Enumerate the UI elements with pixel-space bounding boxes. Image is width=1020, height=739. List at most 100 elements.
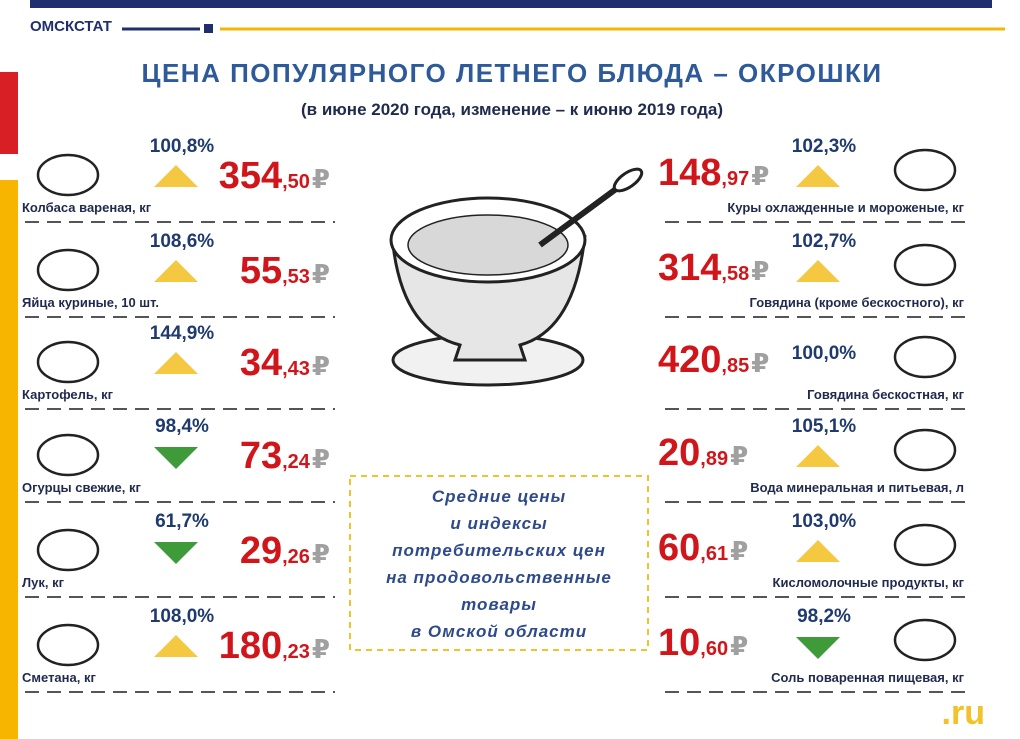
item-icon — [893, 428, 957, 472]
price-fraction: ,50 — [282, 171, 310, 193]
price-fraction: ,97 — [721, 168, 749, 190]
trend-up — [796, 260, 840, 282]
currency: ₽ — [312, 164, 330, 194]
item-index: 100,8% — [150, 136, 215, 157]
item-icon — [36, 153, 100, 197]
trend-up — [796, 540, 840, 562]
item-name: Куры охлажденные и мороженые, кг — [727, 200, 964, 215]
title: ЦЕНА ПОПУЛЯРНОГО ЛЕТНЕГО БЛЮДА – ОКРОШКИ — [141, 58, 882, 88]
price-main: 314 — [658, 247, 721, 289]
currency: ₽ — [730, 631, 748, 661]
item-icon — [36, 623, 100, 667]
currency: ₽ — [312, 539, 330, 569]
trend-up — [154, 635, 198, 657]
trend-down — [154, 447, 198, 469]
item-name: Картофель, кг — [22, 387, 114, 402]
currency: ₽ — [312, 634, 330, 664]
item-name: Соль поваренная пищевая, кг — [771, 670, 964, 685]
price: 148,97₽ — [658, 152, 769, 194]
item-icon — [36, 433, 100, 477]
item-index: 98,4% — [155, 416, 209, 437]
price: 354,50₽ — [219, 155, 330, 197]
trend-down — [154, 542, 198, 564]
price-fraction: ,89 — [700, 448, 728, 470]
item-icon — [893, 618, 957, 662]
item-icon — [893, 243, 957, 287]
price-main: 34 — [240, 342, 282, 384]
price-fraction: ,26 — [282, 546, 310, 568]
currency: ₽ — [312, 351, 330, 381]
note-box — [349, 475, 649, 651]
price-fraction: ,85 — [721, 355, 749, 377]
price-main: 180 — [219, 625, 282, 667]
price-fraction: ,61 — [700, 543, 728, 565]
side-bar-yellow — [0, 180, 18, 739]
item-icon — [36, 528, 100, 572]
price-main: 73 — [240, 435, 282, 477]
price: 20,89₽ — [658, 432, 748, 474]
price-main: 20 — [658, 432, 700, 474]
item-icon — [893, 523, 957, 567]
currency: ₽ — [312, 444, 330, 474]
item-name: Колбаса вареная, кг — [22, 200, 152, 215]
item-icon — [36, 340, 100, 384]
price: 10,60₽ — [658, 622, 748, 664]
price-fraction: ,60 — [700, 638, 728, 660]
item-index: 108,6% — [150, 231, 215, 252]
item-name: Огурцы свежие, кг — [22, 480, 142, 495]
item-icon — [893, 335, 957, 379]
item-name: Говядина бескостная, кг — [807, 387, 964, 402]
currency: ₽ — [751, 256, 769, 286]
price-main: 55 — [240, 250, 282, 292]
item-name: Кисломолочные продукты, кг — [773, 575, 965, 590]
price-main: 420 — [658, 339, 721, 381]
subtitle: (в июне 2020 года, изменение – к июню 20… — [301, 100, 723, 119]
trend-up — [154, 165, 198, 187]
price-main: 60 — [658, 527, 700, 569]
item-name: Яйца куриные, 10 шт. — [22, 295, 159, 310]
item-index: 100,0% — [792, 343, 857, 364]
item-index: 105,1% — [792, 416, 857, 437]
item-name: Сметана, кг — [22, 670, 96, 685]
price: 314,58₽ — [658, 247, 769, 289]
note-line: Средние цены — [432, 487, 566, 506]
currency: ₽ — [751, 161, 769, 191]
note-line: и индексы — [450, 514, 547, 533]
note-line: потребительских цен — [392, 541, 606, 560]
price: 29,26₽ — [240, 530, 330, 572]
currency: ₽ — [312, 259, 330, 289]
currency: ₽ — [730, 536, 748, 566]
item-index: 102,3% — [792, 136, 857, 157]
item-index: 61,7% — [155, 511, 209, 532]
item-index: 108,0% — [150, 606, 215, 627]
price: 55,53₽ — [240, 250, 330, 292]
top-bar — [30, 0, 992, 8]
note-line: на продовольственные — [386, 568, 612, 587]
item-index: 144,9% — [150, 323, 215, 344]
item-icon — [36, 248, 100, 292]
side-bar-red — [0, 72, 18, 154]
note-line: в Омской области — [411, 622, 587, 641]
currency: ₽ — [751, 348, 769, 378]
item-name: Говядина (кроме бескостного), кг — [750, 295, 965, 310]
price: 180,23₽ — [219, 625, 330, 667]
price: 34,43₽ — [240, 342, 330, 384]
currency: ₽ — [730, 441, 748, 471]
trend-up — [154, 260, 198, 282]
item-index: 102,7% — [792, 231, 857, 252]
item-name: Лук, кг — [22, 575, 65, 590]
trend-up — [796, 165, 840, 187]
price-fraction: ,23 — [282, 641, 310, 663]
price: 60,61₽ — [658, 527, 748, 569]
price-fraction: ,58 — [721, 263, 749, 285]
note-line: товары — [461, 595, 537, 614]
price-main: 29 — [240, 530, 282, 572]
soup-bowl — [389, 167, 644, 387]
watermark: .ru — [942, 694, 985, 732]
trend-up — [154, 352, 198, 374]
price: 420,85₽ — [658, 339, 769, 381]
item-icon — [893, 148, 957, 192]
item-index: 98,2% — [797, 606, 851, 627]
price-main: 10 — [658, 622, 700, 664]
item-name: Вода минеральная и питьевая, л — [750, 480, 964, 495]
